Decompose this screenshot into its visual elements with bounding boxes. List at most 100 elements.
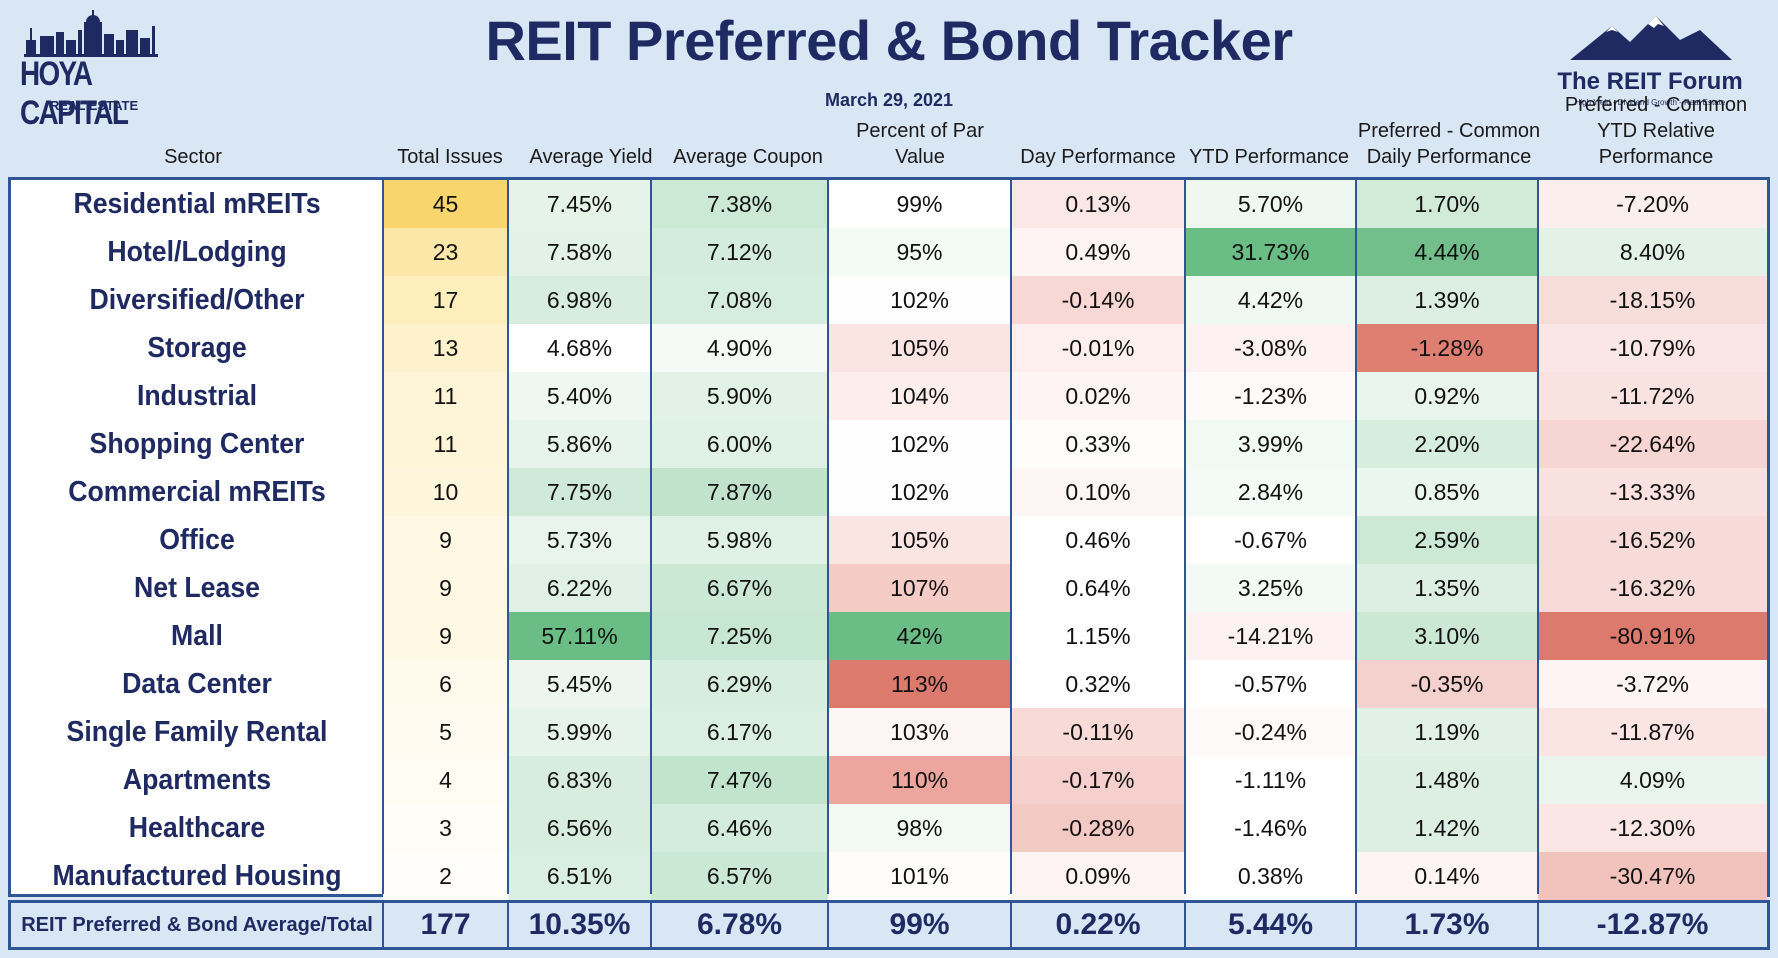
cell-average-yield: 5.73% xyxy=(508,516,651,564)
column-divider xyxy=(507,180,509,894)
cell-pref-common-ytd: -80.91% xyxy=(1538,612,1767,660)
report-date: March 29, 2021 xyxy=(824,90,954,110)
cell-average-yield: 6.51% xyxy=(508,852,651,900)
sector-name: Storage xyxy=(147,331,247,364)
cell-pref-common-daily: 3.10% xyxy=(1356,612,1538,660)
cell-pref-common-ytd: -16.52% xyxy=(1538,516,1767,564)
footer-divider xyxy=(507,903,509,947)
column-divider xyxy=(1010,180,1012,894)
cell-average-yield: 7.45% xyxy=(508,180,651,228)
column-header-total-issues: Total Issues xyxy=(397,146,503,168)
page-title: REIT Preferred & Bond Tracker xyxy=(485,9,1293,72)
footer-day-performance: 0.22% xyxy=(1055,908,1141,941)
table-row: Single Family Rental 5 5.99% 6.17% 103% -0.11… xyxy=(11,708,1767,756)
cell-pref-common-ytd: -22.64% xyxy=(1538,420,1767,468)
cell-day-performance: 0.09% xyxy=(1011,852,1185,900)
column-header-ytd-performance: YTD Performance xyxy=(1188,146,1350,168)
footer-divider xyxy=(650,903,652,947)
footer-divider xyxy=(1537,903,1539,947)
cell-percent-par: 102% xyxy=(828,420,1011,468)
cell-average-coupon: 7.25% xyxy=(651,612,828,660)
cell-day-performance: 1.15% xyxy=(1011,612,1185,660)
footer-total-issues: 177 xyxy=(420,908,471,941)
cell-ytd-performance: 31.73% xyxy=(1185,228,1356,276)
cell-total-issues: 17 xyxy=(383,276,508,324)
sector-name: Diversified/Other xyxy=(89,283,305,316)
cell-percent-par: 105% xyxy=(828,324,1011,372)
cell-pref-common-ytd: -12.30% xyxy=(1538,804,1767,852)
cell-ytd-performance: 2.84% xyxy=(1185,468,1356,516)
cell-day-performance: -0.14% xyxy=(1011,276,1185,324)
cell-average-yield: 7.75% xyxy=(508,468,651,516)
column-header-pref-common-daily: Preferred - Common Daily Performance xyxy=(1357,120,1541,168)
cell-total-issues: 10 xyxy=(383,468,508,516)
cell-day-performance: 0.02% xyxy=(1011,372,1185,420)
cell-ytd-performance: -1.11% xyxy=(1185,756,1356,804)
cell-pref-common-daily: 2.20% xyxy=(1356,420,1538,468)
cell-total-issues: 9 xyxy=(383,516,508,564)
cell-pref-common-ytd: -7.20% xyxy=(1538,180,1767,228)
cell-average-yield: 5.99% xyxy=(508,708,651,756)
footer-percent-par: 99% xyxy=(889,908,950,941)
cell-pref-common-daily: 2.59% xyxy=(1356,516,1538,564)
cell-pref-common-ytd: -30.47% xyxy=(1538,852,1767,900)
table-row: Mall 9 57.11% 7.25% 42% 1.15% -14.21% 3.10% -80.… xyxy=(11,612,1767,660)
column-divider xyxy=(650,180,652,894)
table-row: Manufactured Housing 2 6.51% 6.57% 101% 0.09%… xyxy=(11,852,1767,900)
table-row: Residential mREITs 45 7.45% 7.38% 99% 0.13% 5.… xyxy=(11,180,1767,228)
cell-average-coupon: 6.57% xyxy=(651,852,828,900)
cell-ytd-performance: 3.25% xyxy=(1185,564,1356,612)
footer-ytd-performance: 5.44% xyxy=(1227,908,1314,941)
cell-average-coupon: 5.90% xyxy=(651,372,828,420)
cell-total-issues: 9 xyxy=(383,612,508,660)
footer-pref-common-daily: 1.73% xyxy=(1404,908,1490,941)
table-row: Data Center 6 5.45% 6.29% 113% 0.32% -0.57% -0.… xyxy=(11,660,1767,708)
cell-pref-common-daily: 1.35% xyxy=(1356,564,1538,612)
cell-day-performance: 0.13% xyxy=(1011,180,1185,228)
table-row: Diversified/Other 17 6.98% 7.08% 102% -0.14% 4… xyxy=(11,276,1767,324)
cell-percent-par: 110% xyxy=(828,756,1011,804)
sector-name: Apartments xyxy=(122,763,272,796)
cell-day-performance: -0.01% xyxy=(1011,324,1185,372)
cell-percent-par: 95% xyxy=(828,228,1011,276)
cell-percent-par: 107% xyxy=(828,564,1011,612)
cell-pref-common-daily: 0.85% xyxy=(1356,468,1538,516)
table-row: Hotel/Lodging 23 7.58% 7.12% 95% 0.49% 31.73% 4… xyxy=(11,228,1767,276)
cell-average-coupon: 6.29% xyxy=(651,660,828,708)
cell-pref-common-ytd: -11.87% xyxy=(1538,708,1767,756)
cell-average-coupon: 4.90% xyxy=(651,324,828,372)
table-row: Industrial 11 5.40% 5.90% 104% 0.02% -1.23% 0.9… xyxy=(11,372,1767,420)
cell-day-performance: -0.17% xyxy=(1011,756,1185,804)
cell-day-performance: 0.46% xyxy=(1011,516,1185,564)
cell-percent-par: 99% xyxy=(828,180,1011,228)
cell-average-coupon: 6.00% xyxy=(651,420,828,468)
column-header-sector: Sector xyxy=(164,146,222,168)
cell-average-coupon: 6.46% xyxy=(651,804,828,852)
cell-total-issues: 5 xyxy=(383,708,508,756)
cell-pref-common-ytd: -3.72% xyxy=(1538,660,1767,708)
skyline-icon xyxy=(24,10,158,57)
logo-left-subtitle: REAL ESTATE xyxy=(50,98,139,113)
column-divider xyxy=(382,180,384,894)
cell-day-performance: -0.11% xyxy=(1011,708,1185,756)
cell-ytd-performance: -0.24% xyxy=(1185,708,1356,756)
cell-ytd-performance: -0.67% xyxy=(1185,516,1356,564)
footer-average-coupon: 6.78% xyxy=(696,908,783,941)
cell-average-yield: 4.68% xyxy=(508,324,651,372)
cell-percent-par: 103% xyxy=(828,708,1011,756)
table-row: Apartments 4 6.83% 7.47% 110% -0.17% -1.11% 1.4… xyxy=(11,756,1767,804)
footer-divider xyxy=(1010,903,1012,947)
cell-total-issues: 13 xyxy=(383,324,508,372)
cell-total-issues: 23 xyxy=(383,228,508,276)
cell-ytd-performance: 4.42% xyxy=(1185,276,1356,324)
sector-name: Manufactured Housing xyxy=(52,859,342,892)
cell-percent-par: 98% xyxy=(828,804,1011,852)
cell-total-issues: 3 xyxy=(383,804,508,852)
sector-name: Residential mREITs xyxy=(73,187,321,220)
column-divider xyxy=(1184,180,1186,894)
logo-left-name: HOYA CAPITAL xyxy=(20,55,129,132)
cell-total-issues: 11 xyxy=(383,372,508,420)
sector-name: Shopping Center xyxy=(89,427,305,460)
cell-average-coupon: 7.47% xyxy=(651,756,828,804)
cell-ytd-performance: -3.08% xyxy=(1185,324,1356,372)
